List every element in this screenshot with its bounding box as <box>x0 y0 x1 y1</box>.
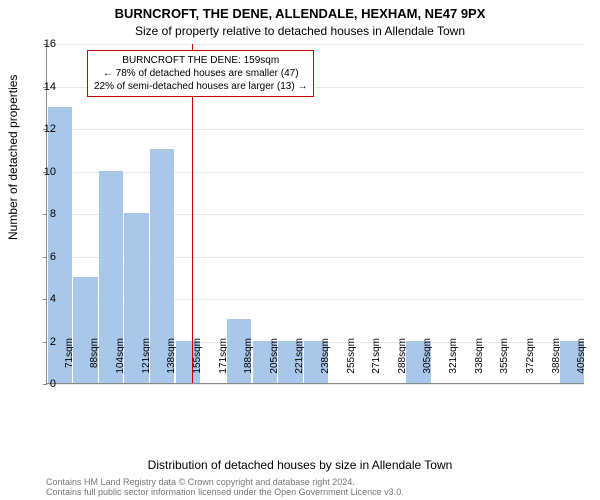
annotation-line1: BURNCROFT THE DENE: 159sqm <box>94 54 307 67</box>
x-tick-label: 338sqm <box>474 338 485 388</box>
chart-title-line1: BURNCROFT, THE DENE, ALLENDALE, HEXHAM, … <box>0 6 600 21</box>
footer-line2: Contains full public sector information … <box>46 488 404 498</box>
x-tick-label: 155sqm <box>192 338 203 388</box>
y-tick-label: 8 <box>36 208 56 220</box>
x-tick-label: 238sqm <box>320 338 331 388</box>
y-tick-label: 16 <box>36 38 56 50</box>
y-tick-label: 0 <box>36 378 56 390</box>
x-tick-label: 305sqm <box>422 338 433 388</box>
x-tick-label: 355sqm <box>499 338 510 388</box>
y-tick-label: 10 <box>36 166 56 178</box>
chart-title-line2: Size of property relative to detached ho… <box>0 24 600 38</box>
x-tick-label: 321sqm <box>448 338 459 388</box>
annotation-box: BURNCROFT THE DENE: 159sqm← 78% of detac… <box>87 50 314 97</box>
gridline <box>47 44 585 45</box>
y-tick-label: 2 <box>36 336 56 348</box>
annotation-line2: ← 78% of detached houses are smaller (47… <box>94 67 307 80</box>
y-tick-label: 12 <box>36 123 56 135</box>
y-tick-label: 6 <box>36 251 56 263</box>
x-tick-label: 372sqm <box>525 338 536 388</box>
y-tick-label: 4 <box>36 293 56 305</box>
gridline <box>47 172 585 173</box>
footer-attribution: Contains HM Land Registry data © Crown c… <box>46 478 404 498</box>
x-tick-label: 405sqm <box>576 338 587 388</box>
plot-area: 71sqm88sqm104sqm121sqm138sqm155sqm171sqm… <box>46 44 584 384</box>
annotation-line3: 22% of semi-detached houses are larger (… <box>94 80 307 93</box>
y-axis-label: Number of detached properties <box>6 75 20 240</box>
x-tick-label: 271sqm <box>371 338 382 388</box>
gridline <box>47 129 585 130</box>
y-tick-label: 14 <box>36 81 56 93</box>
x-axis-label: Distribution of detached houses by size … <box>0 458 600 472</box>
x-tick-label: 255sqm <box>346 338 357 388</box>
